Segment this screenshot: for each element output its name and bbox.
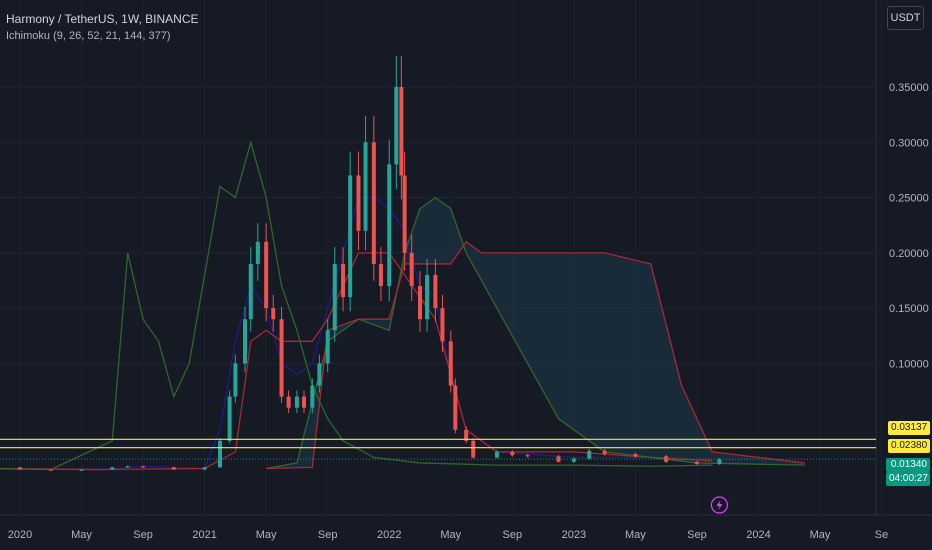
- level-badge-1: 0.03137: [888, 421, 930, 435]
- candle-body: [202, 467, 207, 470]
- candle-body: [425, 274, 430, 320]
- candle-body: [448, 341, 453, 386]
- candle-body: [356, 175, 361, 231]
- candle-body: [363, 142, 368, 231]
- candle-body: [440, 308, 445, 342]
- candle-body: [694, 461, 699, 465]
- last-price-badge: 0.01340: [886, 458, 930, 472]
- currency-button[interactable]: USDT: [887, 6, 924, 30]
- candle-body: [587, 450, 592, 459]
- candle-body: [409, 252, 414, 287]
- candle-body: [279, 319, 284, 397]
- candle-body: [125, 466, 130, 468]
- x-tick-label: May: [256, 529, 277, 541]
- candle-body: [242, 319, 247, 364]
- candle-body: [418, 286, 422, 320]
- event-flash-icon: [710, 496, 728, 514]
- candle-body: [571, 458, 576, 462]
- candle-body: [717, 459, 722, 465]
- candle-body: [271, 308, 276, 320]
- candle-body: [18, 467, 22, 470]
- level-badge-2: 0.02380: [888, 439, 930, 453]
- x-tick-label: Sep: [687, 529, 707, 541]
- candle-body: [378, 263, 383, 287]
- candle-body: [264, 241, 269, 309]
- x-tick-label: Sep: [133, 529, 153, 541]
- x-tick-label: Sep: [503, 529, 523, 541]
- candle-body: [399, 87, 404, 176]
- candle-body: [387, 164, 392, 287]
- x-tick-label: May: [71, 529, 92, 541]
- candle-body: [79, 469, 84, 471]
- candle-body: [633, 454, 638, 457]
- candle-body: [141, 466, 146, 468]
- candle-body: [494, 451, 499, 458]
- y-tick-label: 0.30000: [889, 137, 929, 149]
- candle-body: [233, 363, 238, 397]
- countdown-badge: 04:00:27: [886, 472, 930, 486]
- x-tick-label: Se: [875, 529, 888, 541]
- candle-body: [402, 175, 407, 253]
- candle-body: [371, 142, 376, 264]
- candle-body: [348, 175, 353, 298]
- x-tick-label: 2021: [192, 529, 216, 541]
- candle-body: [286, 396, 291, 408]
- candle-body: [171, 467, 176, 470]
- x-tick-label: 2020: [8, 529, 32, 541]
- candle-body: [394, 87, 399, 165]
- y-tick-label: 0.15000: [889, 303, 929, 315]
- x-tick-label: May: [810, 529, 831, 541]
- candle-body: [110, 467, 115, 470]
- candle-body: [341, 263, 346, 298]
- series-line-cloud-span-a: [266, 196, 805, 470]
- candle-body: [464, 429, 469, 441]
- x-tick-label: May: [625, 529, 646, 541]
- x-tick-label: 2024: [746, 529, 770, 541]
- x-tick-label: 2023: [562, 529, 586, 541]
- series-line-ichimoku-lagging: [0, 139, 713, 471]
- candle-body: [302, 396, 307, 408]
- candle-body: [602, 450, 607, 455]
- chart-header: Harmony / TetherUS, 1W, BINANCE Ichimoku…: [6, 12, 199, 43]
- y-tick-label: 0.25000: [889, 193, 929, 205]
- candle-body: [433, 274, 438, 309]
- y-tick-label: 0.10000: [889, 358, 929, 370]
- candle-body: [317, 363, 322, 386]
- x-tick-label: Sep: [318, 529, 338, 541]
- x-tick-label: May: [440, 529, 461, 541]
- candle-body: [325, 330, 330, 364]
- candle-body: [525, 455, 530, 457]
- candle-body: [218, 440, 222, 468]
- candle-body: [471, 440, 476, 458]
- candle-body: [248, 263, 253, 320]
- y-tick-label: 0.20000: [889, 248, 929, 260]
- candle-body: [294, 396, 299, 408]
- candle-body: [510, 451, 515, 456]
- candle-body: [453, 385, 458, 430]
- candle-body: [227, 396, 232, 441]
- indicator-legend[interactable]: Ichimoku (9, 26, 52, 21, 144, 377): [6, 30, 171, 42]
- candle-body: [48, 469, 53, 471]
- ichimoku-cloud: [266, 197, 805, 469]
- symbol-title: Harmony / TetherUS, 1W, BINANCE: [6, 12, 199, 26]
- candle-body: [332, 263, 337, 331]
- candle-body: [310, 385, 315, 408]
- candle-body: [255, 241, 260, 264]
- y-tick-label: 0.35000: [889, 82, 929, 94]
- x-tick-label: 2022: [377, 529, 401, 541]
